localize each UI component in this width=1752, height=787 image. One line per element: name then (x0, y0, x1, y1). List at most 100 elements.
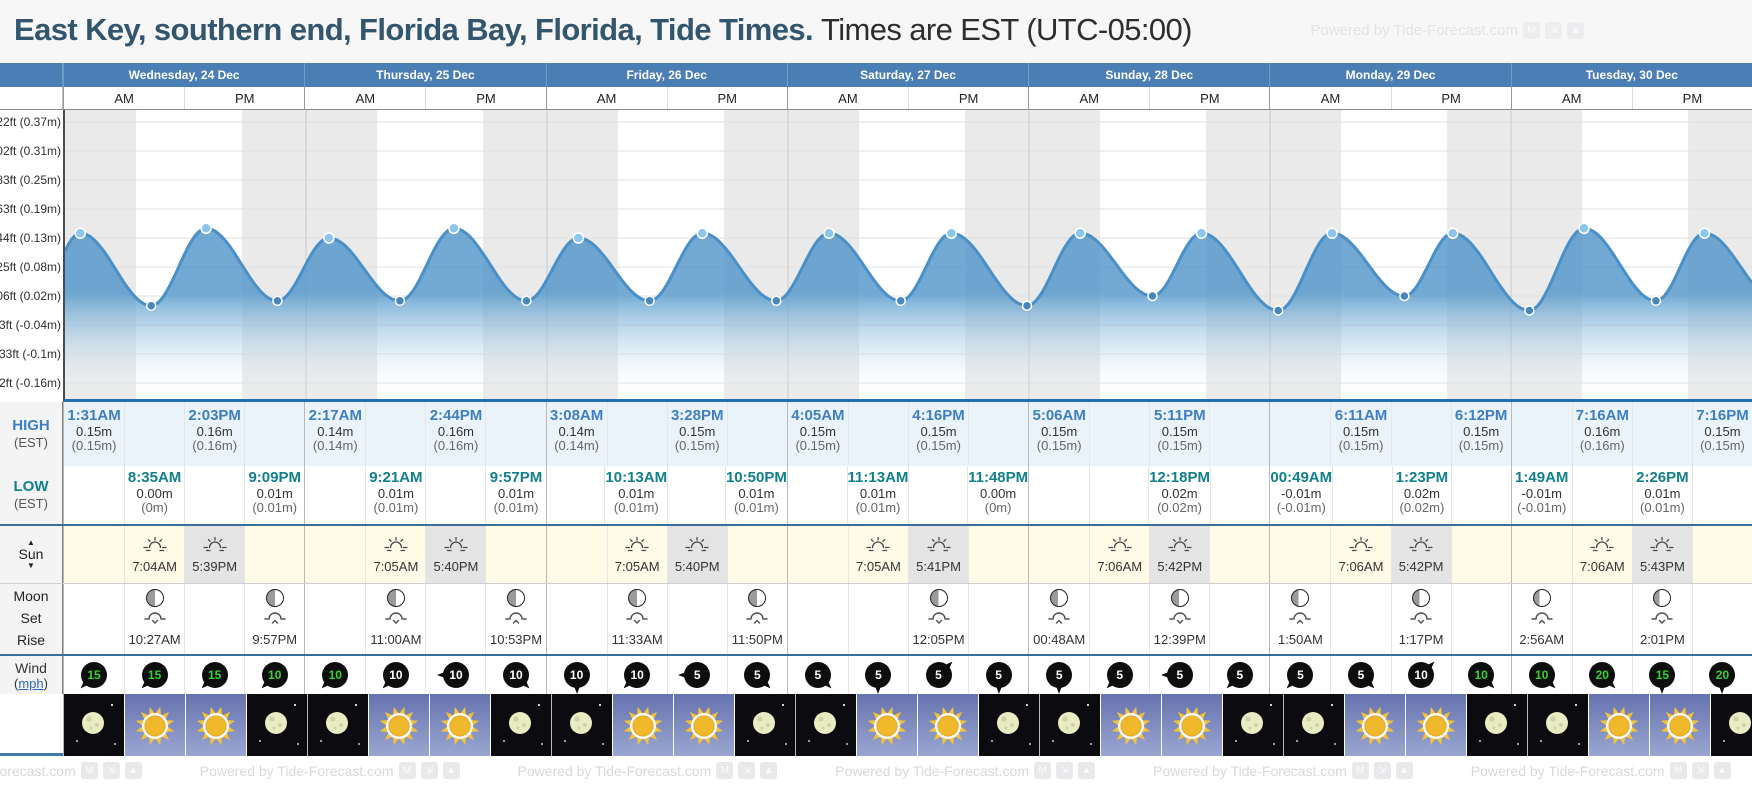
am-column-header: AM (596, 90, 617, 106)
ampm-day-group: AM PM (1269, 87, 1510, 109)
sunset-icon (1650, 536, 1675, 557)
watermark-arrow-icon: ⇲ (1545, 22, 1562, 39)
watermark-app-icon: M (1523, 22, 1540, 39)
day-header-row: Wednesday, 24 Dec Thursday, 25 Dec Friday,… (0, 63, 1752, 87)
low-tide-cell (64, 466, 124, 524)
high-tide-cell (1512, 402, 1572, 466)
am-column-header: AM (1562, 90, 1582, 106)
day-column: 10 10 5 5 (545, 656, 787, 694)
wind-badge: 10 (1401, 658, 1441, 692)
moonset-icon (927, 610, 950, 629)
sunset-cell: 5:43PM (1631, 526, 1692, 583)
day-header: Thursday, 25 Dec (304, 63, 545, 87)
moon-cell (1450, 584, 1511, 654)
low-tide-cell: 11:48PM 0.00m (0m) (967, 466, 1028, 524)
sunrise-time: 7:05AM (614, 558, 660, 574)
high-tide-cell: 3:28PM 0.15m (0.15m) (666, 402, 727, 466)
weather-clear-night-icon (246, 694, 307, 756)
low-height-alt: (-0.01m) (1517, 500, 1567, 516)
am-column-header: AM (355, 90, 376, 106)
moon-phase-icon (145, 589, 164, 607)
moonrise-icon (746, 610, 769, 629)
y-axis-tick-label: -0.13ft (-0.04m) (0, 318, 61, 332)
wind-speed-value: 10 (442, 662, 469, 688)
moon-cell (1089, 584, 1149, 654)
day-column: 11:00AM 10:53PM (304, 584, 545, 654)
high-tide-cell: 5:11PM 0.15m (0.15m) (1149, 402, 1209, 466)
moon-cell: 11:33AM (606, 584, 667, 654)
watermark-text: Powered by Tide-Forecast.com (0, 762, 76, 779)
weather-clear-night-icon (978, 694, 1039, 756)
high-height: 0.15m (679, 423, 716, 439)
wind-cell: 15 (64, 656, 124, 694)
y-axis-tick-label: 1.22ft (0.37m) (0, 115, 61, 129)
sort-up-icon[interactable]: ▲ (27, 537, 35, 547)
low-tide-row: LOW (EST) 8:35AM 0.00m (0m) 9:09PM 0.01m (0.0… (0, 466, 1752, 526)
wind-badge: 15 (1642, 655, 1682, 695)
weather-sunny-icon (185, 694, 246, 756)
high-height-alt: (0.14m) (554, 438, 599, 454)
moon-cell (968, 584, 1028, 654)
high-time: 2:03PM (188, 407, 241, 424)
sunrise-cell: 7:05AM (606, 526, 667, 583)
wind-speed-value: 5 (865, 662, 892, 688)
low-tide-cell: 1:49AM -0.01m (-0.01m) (1512, 466, 1572, 524)
day-column: 7:06AM 5:42PM (1028, 526, 1269, 583)
moon-cell: 10:53PM (485, 584, 545, 654)
wind-cell: 5 (1330, 656, 1390, 694)
low-height-alt: (0.01m) (493, 500, 539, 516)
sunrise-icon (1349, 536, 1373, 557)
day-column: 7:05AM 5:40PM (304, 526, 545, 583)
sunrise-time: 7:05AM (373, 558, 419, 574)
low-height: 0.01m (497, 485, 535, 501)
wind-cell: 10 (1512, 656, 1572, 694)
wind-direction-arrow-icon (1401, 655, 1441, 695)
moon-rise-time: 9:57PM (252, 632, 298, 647)
wind-badge: 5 (919, 658, 959, 692)
moon-cell: 2:01PM (1631, 584, 1692, 654)
high-height-alt: (0.15m) (1458, 438, 1504, 454)
sunrise-icon (1108, 536, 1132, 557)
y-axis-tick-label: -0.33ft (-0.1m) (0, 347, 61, 361)
sun-empty-cell (1029, 526, 1089, 583)
high-time: 3:08AM (549, 407, 604, 424)
pm-column-header: PM (1149, 87, 1269, 109)
wind-cell: 5 (666, 656, 727, 694)
sunrise-icon (142, 536, 167, 557)
sort-down-icon[interactable]: ▼ (27, 561, 35, 571)
moon-cell: 12:39PM (1149, 584, 1209, 654)
wind-direction-arrow-icon (919, 655, 959, 695)
wind-direction-arrow-icon (1642, 655, 1682, 695)
moon-cell: 9:57PM (244, 584, 304, 654)
pm-column-header: PM (666, 87, 787, 109)
moon-phase-icon (1050, 589, 1069, 607)
ampm-day-group: AM PM (1510, 87, 1752, 109)
day-column: 3:08AM 0.14m (0.14m) 3:28PM 0.15m (0.15m) (545, 402, 787, 466)
ampm-day-group: AM PM (63, 87, 304, 109)
day-column: 8:35AM 0.00m (0m) 9:09PM 0.01m (0.01m) (63, 466, 304, 524)
wind-badge: 10 (1522, 658, 1562, 692)
high-height: 0.15m (1704, 423, 1741, 439)
moon-row: Moon Set Rise 10:27AM 9:57PM 11:00AM 10:53P… (0, 584, 1752, 656)
day-column: 10 10 10 10 (304, 656, 545, 694)
high-tide-cell: 4:05AM 0.15m (0.15m) (788, 402, 848, 466)
high-tide-cell: 6:11AM 0.15m (0.15m) (1330, 402, 1390, 466)
moon-rise-time: 10:53PM (490, 632, 543, 647)
sunrise-time: 7:04AM (132, 558, 177, 574)
sun-empty-cell (1450, 526, 1511, 583)
day-column (307, 694, 551, 756)
day-column (551, 694, 795, 756)
moon-cell: 11:00AM (365, 584, 425, 654)
weather-sunny-icon (1344, 694, 1405, 756)
day-column: 5:06AM 0.15m (0.15m) 5:11PM 0.15m (0.15m) (1028, 402, 1269, 466)
low-height-alt: (0.01m) (1639, 500, 1685, 516)
wind-cell: 15 (184, 656, 244, 694)
low-height-alt: (0.01m) (252, 500, 298, 516)
sunset-time: 5:39PM (192, 558, 238, 574)
high-height-alt: (0.16m) (433, 438, 479, 454)
wind-badge: 5 (1220, 658, 1260, 692)
high-tide-cell (1209, 402, 1269, 466)
y-axis-tick-label: -0.52ft (-0.16m) (0, 376, 61, 390)
mph-unit-link[interactable]: mph (18, 675, 44, 691)
